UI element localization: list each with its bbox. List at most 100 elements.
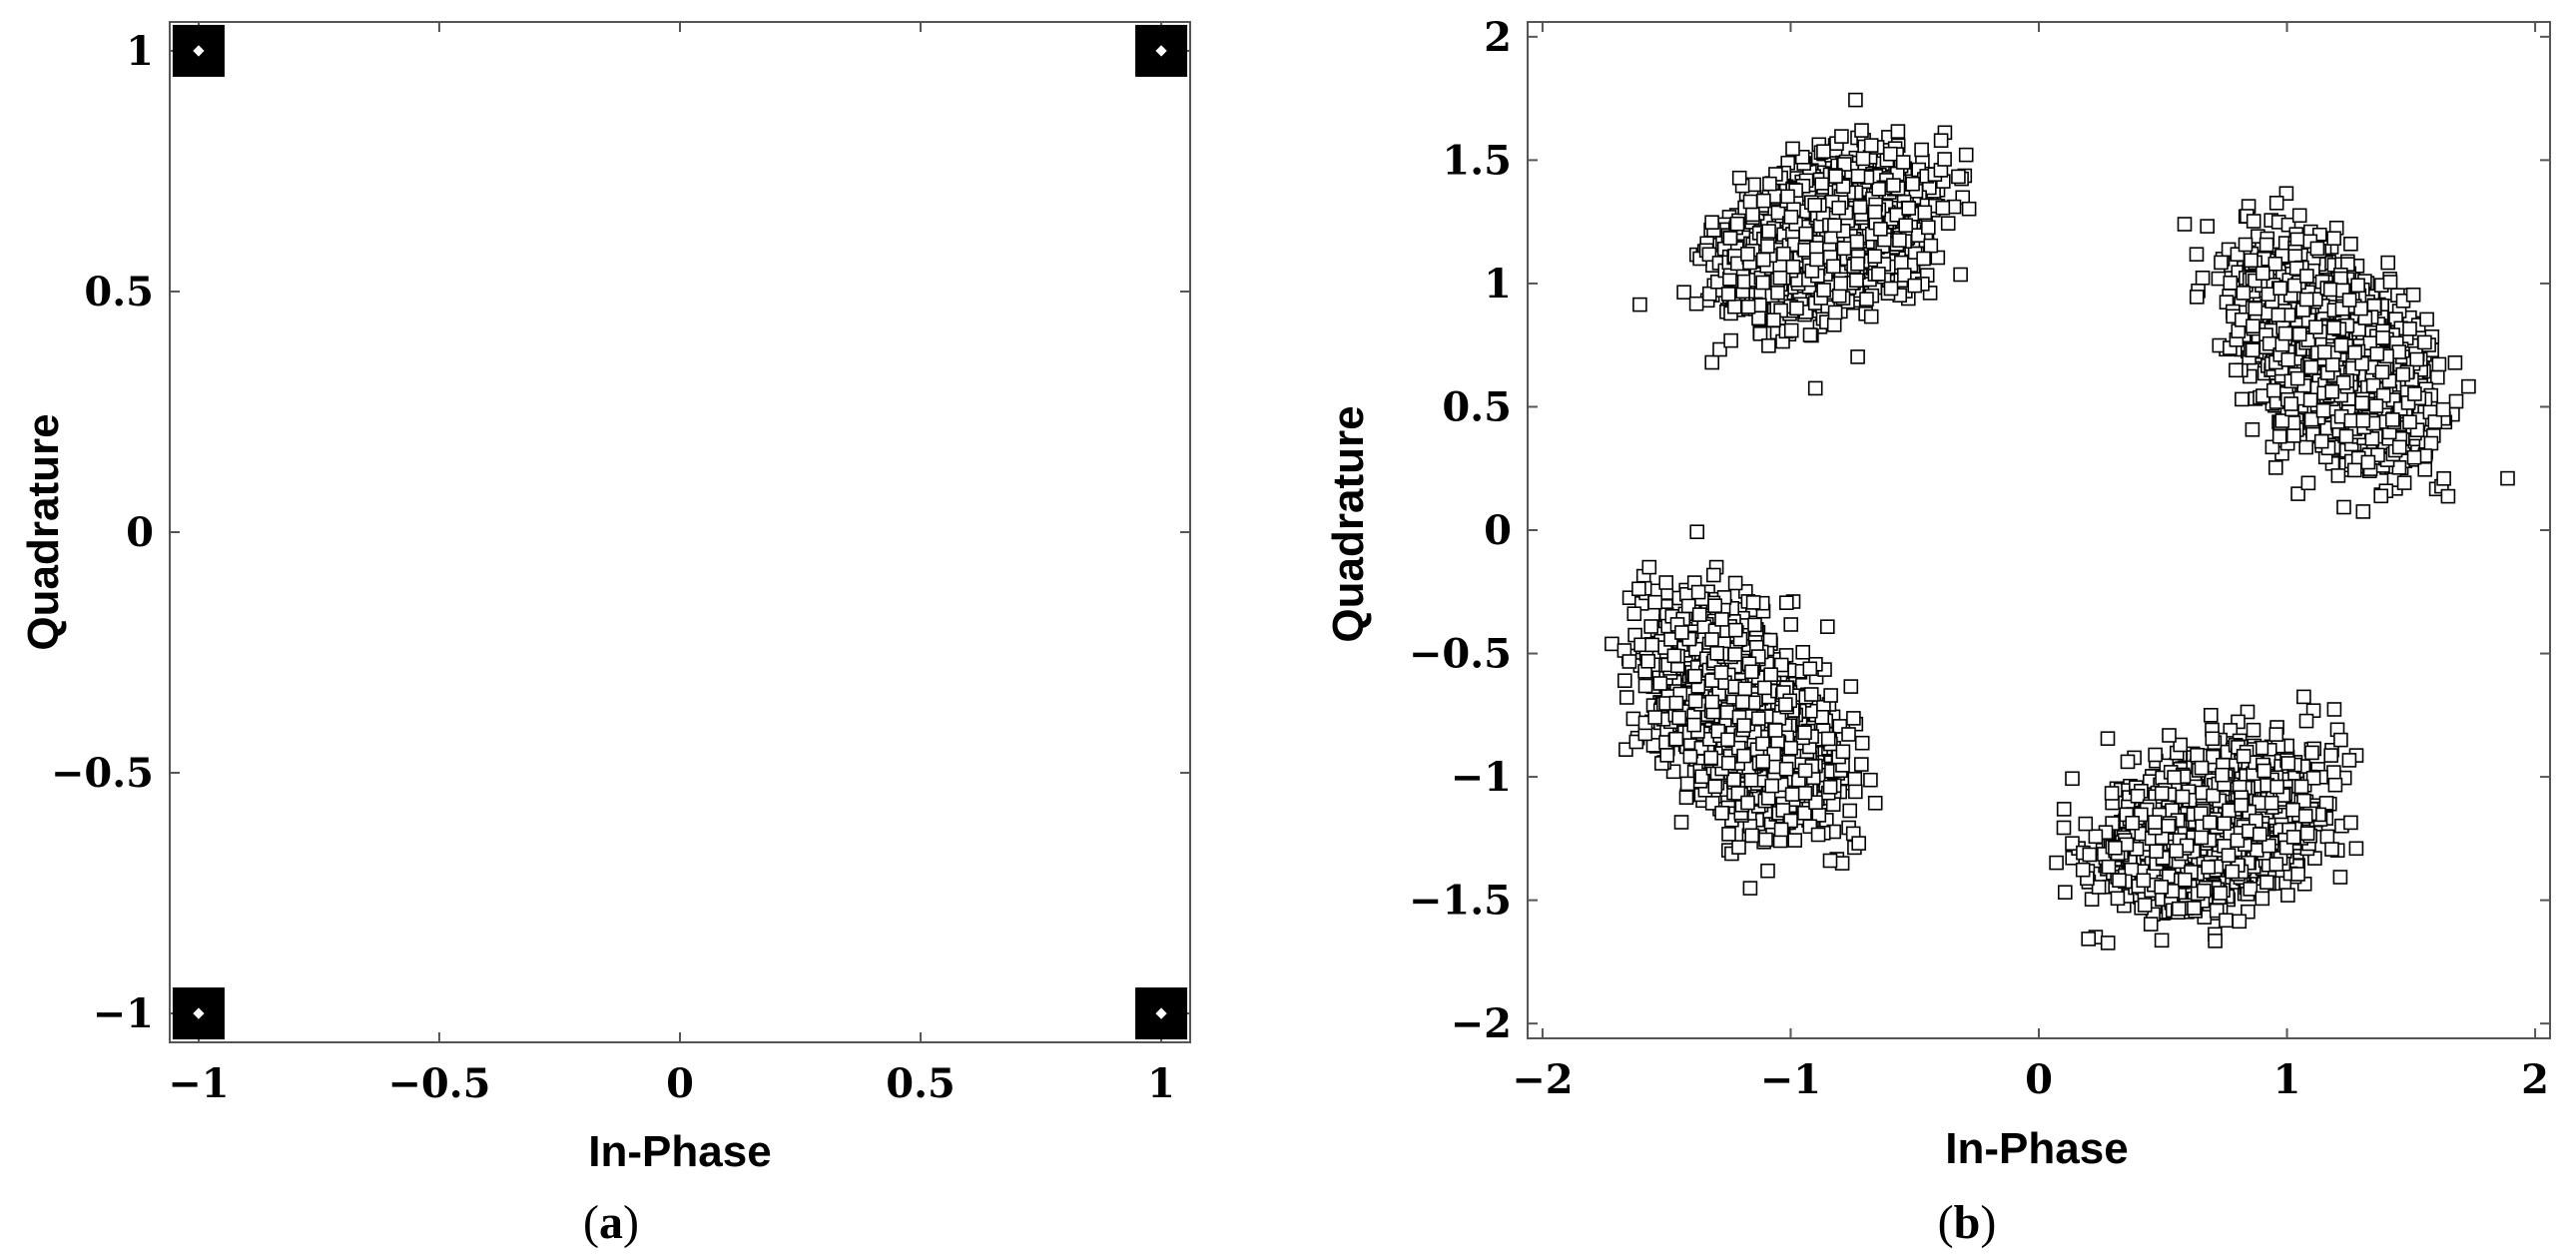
panel-b-point [2402,321,2417,336]
panel-b-point [2229,362,2244,378]
panel-a-constellation: −1 −0.5 0 0.5 1−1−0.500.51 In-Phase Quadratu… [19,21,1191,1249]
panel-a-y-tick-label: 1 [126,28,154,75]
panel-b-point [2341,293,2357,308]
panel-b-point [2302,392,2318,408]
panel-b-point [1873,222,1888,237]
panel-b-point [1752,325,1768,341]
panel-b-point [2406,449,2422,465]
panel-b-point [2375,330,2390,345]
panel-b-point [2200,219,2215,234]
panel-b-point [1898,218,1913,233]
panel-b-point [1850,256,1865,272]
panel-b-point [2338,428,2354,444]
panel-b-point [1883,146,1898,162]
panel-a-points [172,24,1188,1040]
panel-b-point [2298,439,2313,455]
panel-b-point [2245,421,2260,437]
panel-a-y-tick-label: 0.5 [84,269,154,315]
panel-b-point [2268,460,2283,475]
panel-b-point [2313,433,2329,449]
panel-b-point [1807,198,1822,213]
panel-a-symbol-center [1155,1007,1167,1019]
panel-b-point [2382,275,2398,290]
panel-b-point [1916,251,1931,267]
panel-b-point [1951,169,1966,185]
panel-b-point [1776,246,1791,262]
panel-b-point [1905,176,1920,192]
panel-b-point [1827,218,1842,234]
panel-b-point [1961,201,1977,217]
panel-b-point [1937,152,1952,167]
panel-b-point [1907,278,1922,294]
panel-b-point [2347,462,2362,478]
panel-b-point [2368,398,2384,413]
panel-a-x-tick-label: −0.5 [387,1060,490,1107]
panel-b-point [2373,488,2388,504]
panel-b-point [2343,412,2359,428]
panel-b-point [2236,286,2252,301]
panel-b-point [1770,285,1785,301]
panel-b-point [2177,217,2193,232]
panel-b-point [2268,196,2284,211]
panel-b-point [2299,269,2314,284]
panel-b-point [1855,151,1871,167]
panel-a-y-tick-label: −1 [93,990,154,1037]
panel-b-point [1740,299,1756,314]
panel-b-point [2500,470,2515,486]
panel-b-point [2214,255,2229,271]
panel-a-x-tick-label: −1 [168,1060,229,1107]
panel-b-point [2315,402,2331,418]
panel-b-point [2374,364,2390,380]
panel-b-point [1816,283,1831,298]
panel-b-point [2396,475,2412,490]
panel-b-point [2286,278,2302,294]
panel-b-point [2448,393,2464,409]
panel-a-symbol-center [1155,45,1167,57]
panel-b-point [1617,673,1632,689]
panel-b-point [1849,273,1864,289]
panel-a-caption: (a) [583,1196,639,1249]
panel-b-point [1828,169,1843,184]
panel-b-point [1914,142,1929,158]
panel-b-point [1807,380,1823,396]
panel-a-x-tick-label: 0 [666,1060,694,1107]
panel-b-point [1933,133,1949,148]
panel-b-point [1756,193,1771,209]
panel-b-point [1780,189,1795,205]
panel-b-point [2355,412,2371,428]
panel-b-point [1831,200,1846,216]
panel-b-point [1785,259,1801,275]
panel-b-point [1894,255,1909,271]
panel-b-point [1958,147,1974,163]
panel-b-point [2419,312,2434,327]
panel-b-point [1849,234,1865,250]
panel-b-point [2272,281,2287,297]
panel-b-point [2326,231,2341,246]
panel-b-point [2258,237,2274,253]
panel-b-point [1789,301,1804,316]
panel-b-point [1761,224,1776,239]
panel-b-point [2336,499,2351,515]
panel-b-point [2417,334,2432,350]
panel-a-symbol-center [193,1007,205,1019]
panel-b-point [1833,276,1848,292]
panel-b-point [2303,411,2319,427]
panel-a-y-tick-label: −0.5 [51,750,154,797]
panel-b-point [2360,454,2376,470]
panel-b-point [1727,299,1742,314]
panel-b-point [2255,266,2270,282]
panel-a-y-tick-label: 0 [126,509,154,556]
panel-b-point [1802,327,1818,342]
panel-b-point [2303,359,2319,375]
panel-a-symbol-center [193,45,205,57]
panel-b-point [1854,735,1870,751]
panel-b-point [2267,256,2283,272]
panel-b-point [1921,220,1936,236]
panel-b-point [1772,270,1788,286]
panel-b-point [2326,319,2341,335]
panel-b-point [1731,170,1747,186]
panel-a-plot-frame [169,21,1191,1043]
panel-b-point [1785,141,1800,157]
panel-b-point [2350,278,2365,294]
panel-b-point [2291,208,2307,224]
